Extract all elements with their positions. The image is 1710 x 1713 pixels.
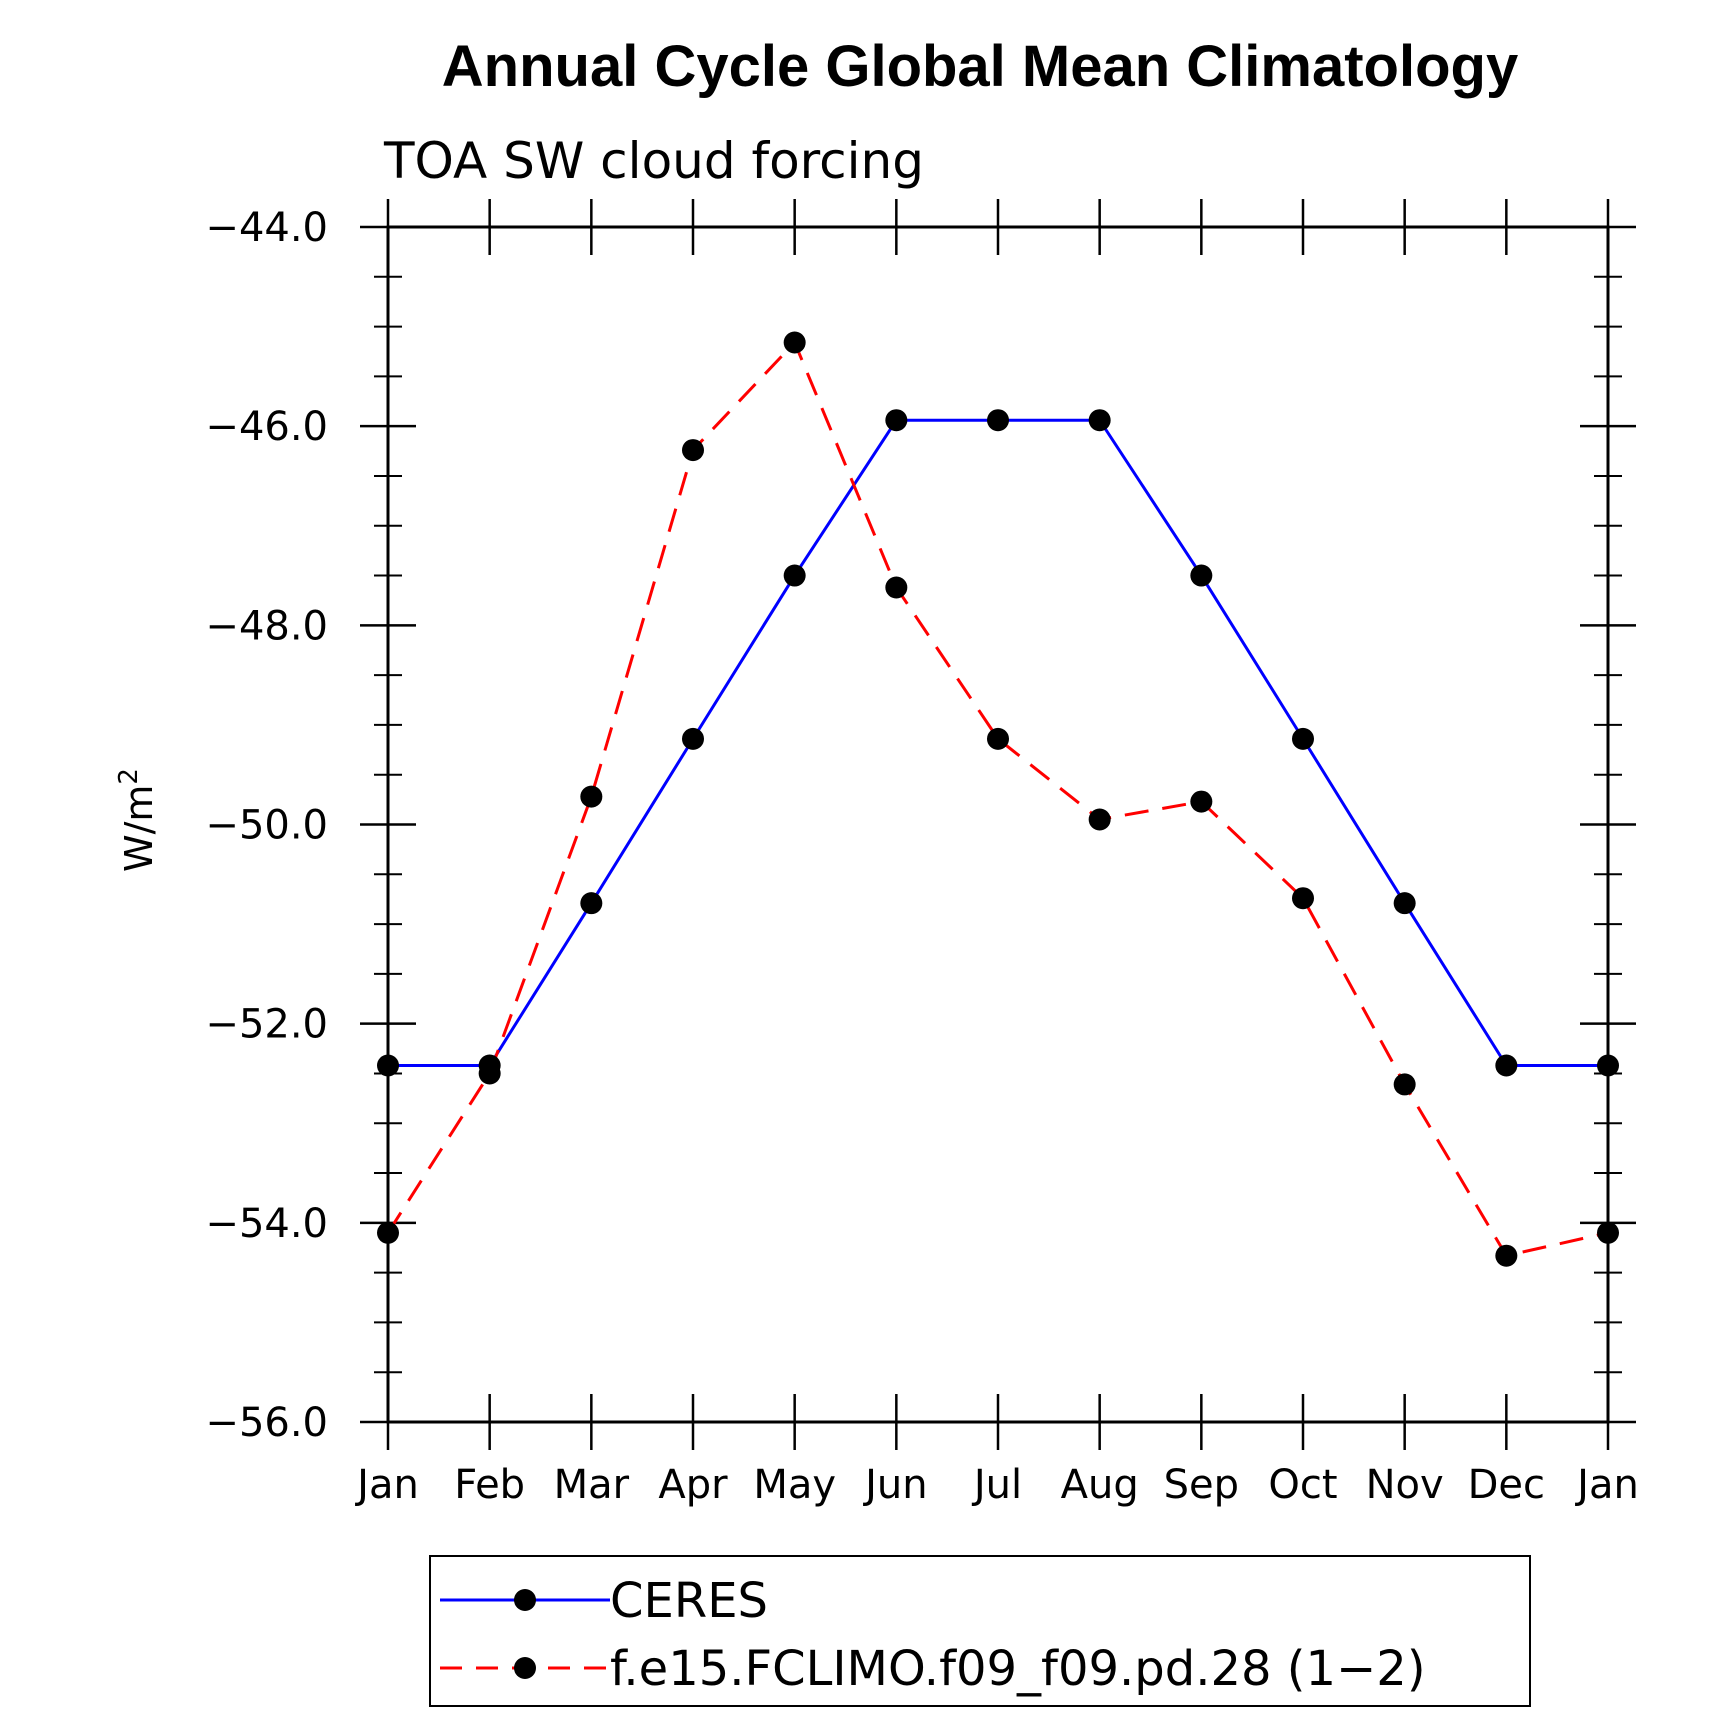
series-0-point: [580, 892, 603, 915]
series-0-point: [682, 727, 704, 750]
x-tick-label: Mar: [554, 1462, 630, 1508]
series-0-point: [1088, 409, 1111, 432]
series-1-point: [987, 727, 1009, 750]
x-tick-label: Jan: [354, 1462, 419, 1508]
x-tick-label: Nov: [1366, 1462, 1444, 1508]
legend-marker-ceres: [514, 1589, 536, 1611]
y-tick-label: −52.0: [205, 1002, 328, 1048]
y-axis-label-superscript: 2: [114, 768, 144, 785]
series-1-point: [478, 1062, 501, 1085]
y-tick-label: −54.0: [205, 1201, 328, 1247]
legend-box: [429, 1555, 1531, 1707]
y-tick-label: −48.0: [205, 603, 328, 649]
series-0-point: [1190, 564, 1213, 587]
series-0-point: [885, 409, 908, 432]
series-0-point: [1495, 1054, 1518, 1077]
y-tick-label: −44.0: [205, 205, 328, 251]
x-tick-label: Sep: [1164, 1462, 1239, 1508]
legend-marker-model: [514, 1657, 536, 1679]
legend-label-model: f.e15.FCLIMO.f09_f09.pd.28 (1−2): [610, 1641, 1426, 1697]
y-axis-label-base: W/m: [117, 785, 161, 872]
x-tick-label: Feb: [454, 1462, 525, 1508]
series-0-point: [377, 1054, 399, 1077]
y-tick-label: −50.0: [205, 803, 328, 849]
series-0-point: [1597, 1054, 1619, 1077]
x-tick-label: Jun: [862, 1462, 928, 1508]
x-tick-label: May: [753, 1462, 836, 1508]
legend-label-ceres: CERES: [610, 1573, 768, 1629]
x-tick-label: Jan: [1574, 1462, 1639, 1508]
x-tick-label: Dec: [1468, 1462, 1545, 1508]
series-1-point: [1088, 808, 1111, 831]
plot-frame: [386, 225, 1610, 1424]
x-tick-label: Jul: [971, 1462, 1022, 1508]
x-tick-label: Oct: [1268, 1462, 1337, 1508]
series-1-point: [377, 1221, 399, 1244]
x-tick-label: Apr: [658, 1462, 728, 1508]
series-1-point: [1190, 790, 1213, 813]
chart-subtitle: TOA SW cloud forcing: [383, 132, 924, 190]
series-1-point: [1393, 1073, 1416, 1096]
series-1-point: [580, 785, 603, 808]
series-line-1: [386, 339, 1609, 1258]
plot-area: Jan Feb Mar Apr May Jun Jul Aug Sep Oct Nov Dec Jan−…: [205, 199, 1639, 1508]
series-0-point: [987, 409, 1009, 432]
series-1-point: [783, 331, 806, 354]
series-0-point: [1393, 892, 1416, 915]
series-0-point: [1292, 727, 1314, 750]
series-1-point: [1292, 887, 1314, 910]
series-1-point: [885, 576, 908, 599]
legend: CERES f.e15.FCLIMO.f09_f09.pd.28 (1−2): [429, 1555, 1531, 1707]
series-0-point: [783, 564, 806, 587]
chart-title: Annual Cycle Global Mean Climatology: [442, 34, 1518, 99]
y-axis-label: W/m2: [114, 768, 161, 872]
series-1-point: [1597, 1221, 1619, 1244]
y-tick-label: −56.0: [205, 1400, 328, 1446]
y-tick-label: −46.0: [205, 404, 328, 450]
x-tick-label: Aug: [1061, 1462, 1139, 1508]
series-1-point: [1495, 1244, 1518, 1267]
series-1-point: [682, 439, 704, 462]
